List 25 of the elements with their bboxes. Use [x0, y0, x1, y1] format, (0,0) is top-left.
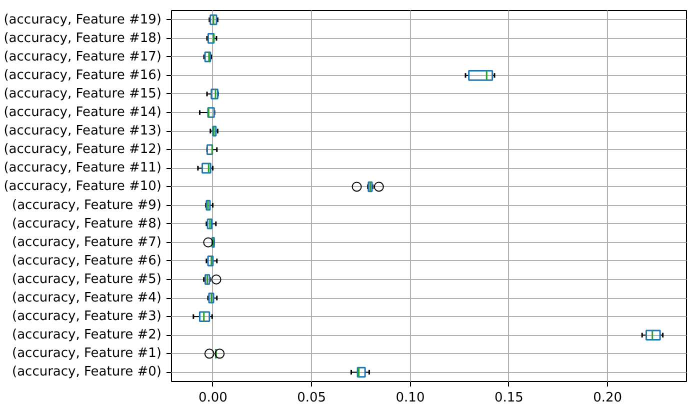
y-tick-label: (accuracy, Feature #12) [4, 142, 162, 158]
y-tick-label: (accuracy, Feature #14) [4, 105, 162, 120]
y-tick-label: (accuracy, Feature #15) [4, 86, 162, 102]
y-tick-label: (accuracy, Feature #2) [12, 328, 162, 343]
y-tick-label: (accuracy, Feature #10) [4, 179, 162, 194]
y-tick-label: (accuracy, Feature #13) [4, 124, 162, 139]
y-tick-label: (accuracy, Feature #1) [12, 346, 162, 362]
y-tick-label: (accuracy, Feature #19) [4, 12, 162, 28]
y-tick-label: (accuracy, Feature #4) [12, 290, 162, 306]
y-tick-label: (accuracy, Feature #6) [12, 253, 162, 268]
y-tick-label: (accuracy, Feature #5) [12, 272, 162, 287]
y-tick-label: (accuracy, Feature #3) [12, 309, 162, 324]
y-tick-label: (accuracy, Feature #17) [4, 49, 162, 64]
x-tick-label: 0.00 [198, 390, 228, 406]
x-tick-label: 0.15 [494, 390, 524, 406]
y-tick-label: (accuracy, Feature #9) [12, 198, 162, 213]
y-tick-label: (accuracy, Feature #8) [12, 216, 162, 232]
y-tick-label: (accuracy, Feature #11) [4, 160, 162, 176]
y-tick-label: (accuracy, Feature #16) [4, 68, 162, 83]
x-tick-label: 0.05 [297, 390, 326, 406]
x-tick-label: 0.20 [593, 390, 622, 406]
y-tick-label: (accuracy, Feature #0) [12, 364, 162, 380]
x-tick-label: 0.10 [396, 390, 425, 406]
y-tick-label: (accuracy, Feature #7) [12, 234, 162, 250]
y-tick-label: (accuracy, Feature #18) [4, 30, 162, 46]
